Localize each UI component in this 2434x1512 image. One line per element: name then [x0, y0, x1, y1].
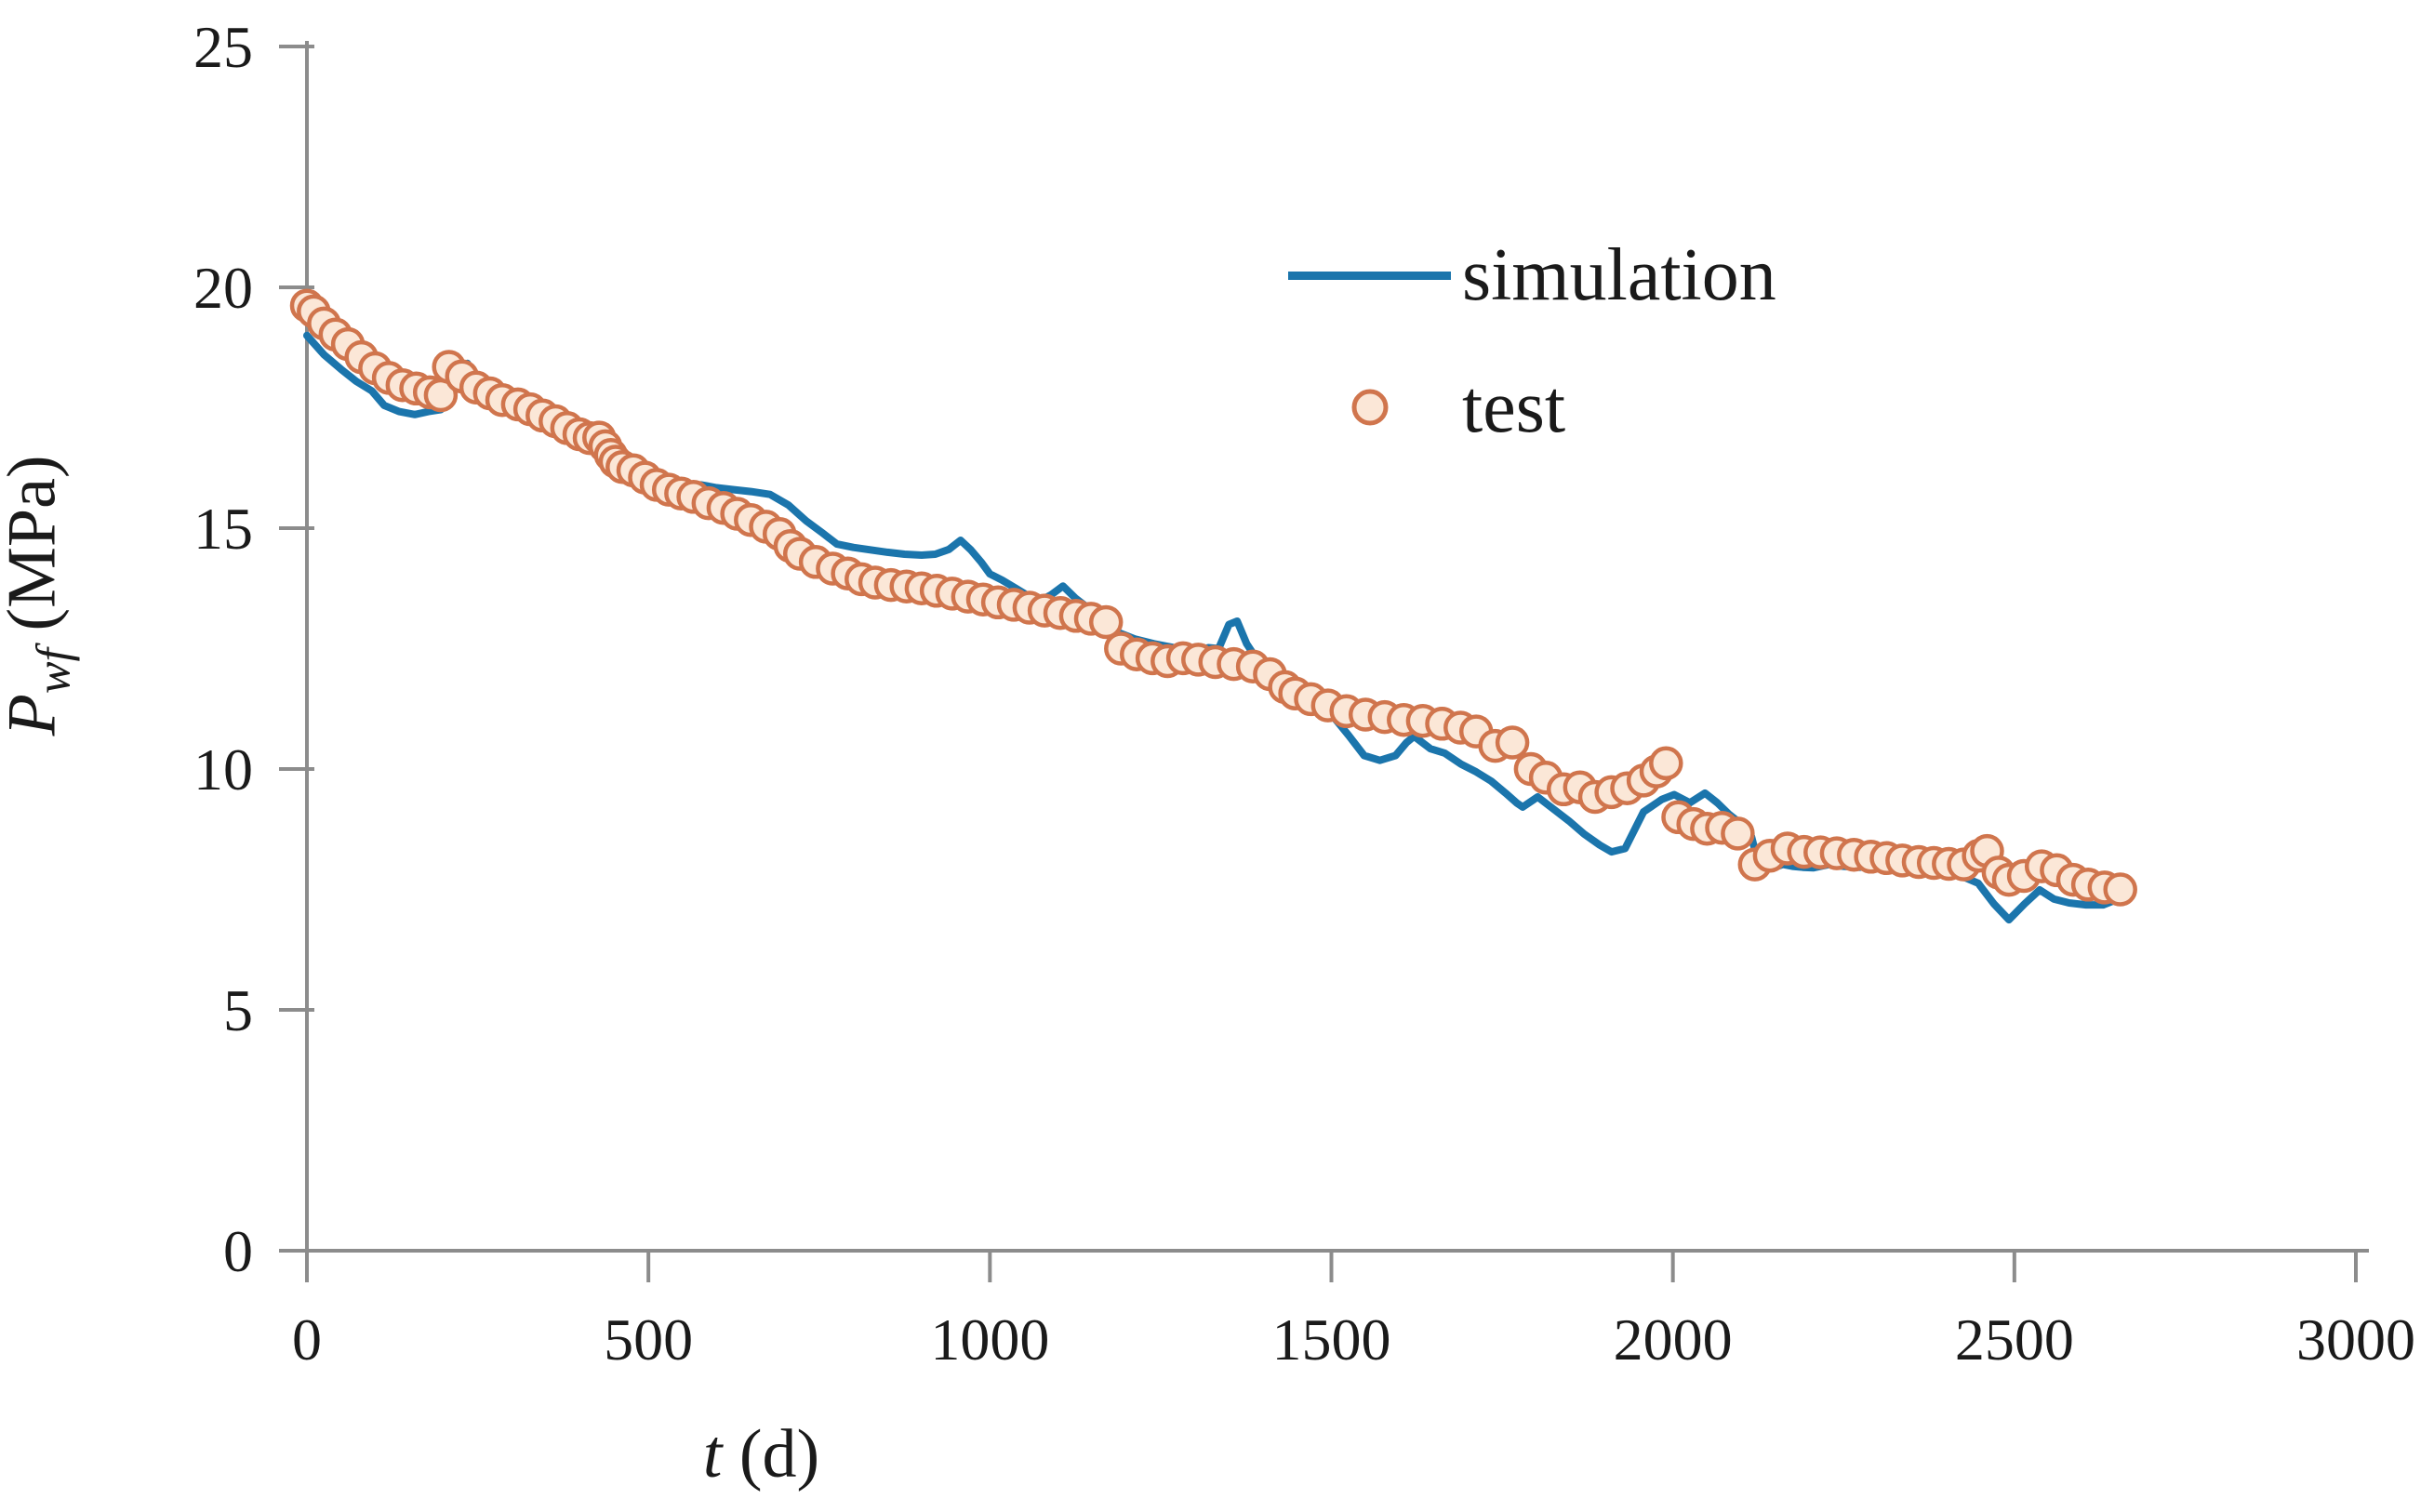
x-tick-label: 0 [292, 1306, 322, 1373]
test-point [1649, 746, 1683, 781]
y-tick-label: 25 [193, 14, 253, 80]
y-axis-title: Pwf (MPa) [0, 270, 81, 921]
x-tick-label: 3000 [2296, 1306, 2415, 1373]
x-tick-label: 500 [604, 1306, 693, 1373]
test-point [2103, 872, 2137, 907]
legend-item-simulation: simulation [1288, 209, 1776, 341]
y-tick-label: 15 [193, 496, 253, 562]
legend-label-simulation: simulation [1462, 234, 1776, 316]
simulation-line-swatch [1288, 271, 1451, 280]
x-axis-title: t (d) [0, 1415, 2434, 1494]
x-axis-title-unit: (d) [722, 1416, 820, 1492]
y-axis-title-unit: (MPa) [0, 455, 71, 649]
y-tick-label: 10 [193, 736, 253, 802]
y-tick-label: 20 [193, 255, 253, 321]
legend-label-test: test [1462, 366, 1566, 448]
simulation-line-icon [1288, 271, 1451, 280]
test-point [1721, 816, 1755, 851]
x-tick-label: 1000 [930, 1306, 1049, 1373]
y-tick-label: 5 [223, 977, 253, 1043]
y-axis-title-subscript: wf [27, 648, 81, 695]
legend: simulation test [1288, 209, 1776, 473]
legend-item-test: test [1288, 341, 1776, 473]
open-circle-icon [1351, 389, 1388, 426]
x-axis-title-symbol: t [702, 1416, 723, 1492]
y-axis-title-symbol: P [0, 694, 71, 736]
x-tick-label: 2500 [1955, 1306, 2074, 1373]
test-point [1495, 725, 1530, 760]
test-point [1088, 604, 1124, 640]
x-tick-label: 1500 [1272, 1306, 1391, 1373]
test-marker-swatch [1288, 385, 1451, 430]
x-tick-label: 2000 [1614, 1306, 1733, 1373]
y-tick-label: 0 [223, 1218, 253, 1284]
